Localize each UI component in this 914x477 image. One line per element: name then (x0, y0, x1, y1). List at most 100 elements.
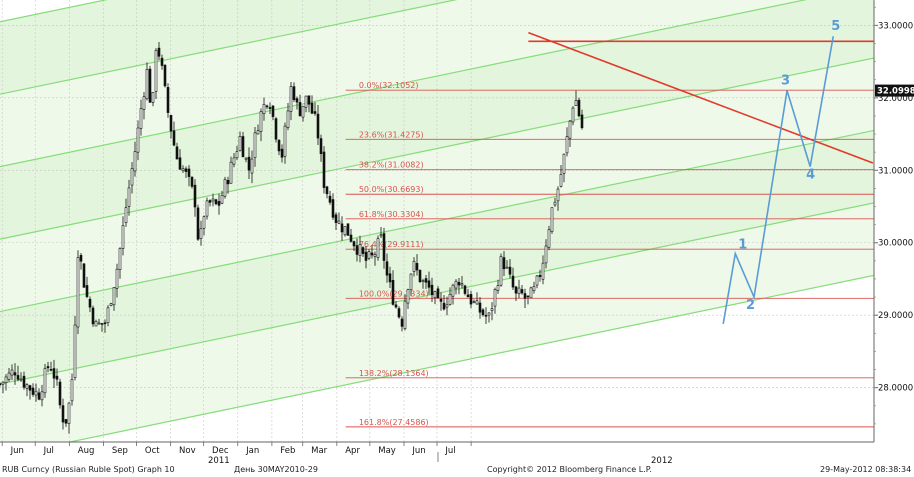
candle-body (319, 138, 323, 155)
candle-body (91, 307, 95, 325)
candle-body (442, 302, 446, 310)
candle-body (562, 153, 566, 174)
candle-body (436, 288, 440, 299)
candle-body (142, 96, 146, 110)
candle-body (463, 285, 467, 294)
price-chart-svg: 0.0%(32.1052) 23.6%(31.4275) 38.2%(31.0082… (0, 0, 914, 466)
candle-body (376, 238, 380, 258)
candle-body (1, 381, 5, 385)
x-tick-label: Jul (444, 446, 455, 456)
candle-body (208, 200, 212, 203)
candle-body (100, 323, 104, 325)
candle-body (394, 304, 398, 308)
candle-body (232, 157, 236, 165)
candle-body (538, 274, 542, 277)
candle-body (277, 139, 281, 152)
candle-body (373, 254, 377, 257)
candle-body (409, 273, 413, 290)
candle-body (235, 151, 239, 159)
candle-body (148, 68, 152, 103)
candle-body (223, 179, 227, 197)
candle-body (313, 111, 317, 114)
candle-body (139, 108, 143, 129)
candle-body (316, 113, 320, 139)
candle-body (451, 284, 455, 297)
wave-label: 5 (831, 19, 840, 34)
candle-body (571, 107, 575, 123)
candle-body (406, 289, 410, 304)
candle-body (67, 402, 71, 424)
candle-body (517, 287, 521, 294)
candle-body (94, 321, 98, 327)
candle-body (355, 245, 359, 255)
candle-body (64, 419, 68, 424)
candle-body (469, 294, 473, 305)
x-tick-label: Feb (280, 446, 295, 456)
candle-body (157, 47, 161, 57)
candle-body (397, 308, 401, 318)
candle-body (37, 392, 41, 400)
candle-body (124, 207, 128, 223)
fib-level-label: 76.4%(29.9111) (359, 240, 424, 249)
candle-body (112, 287, 116, 306)
candle-body (76, 257, 80, 328)
candle-body (334, 214, 338, 223)
candle-body (109, 303, 113, 306)
candle-body (346, 223, 350, 236)
x-tick-label: Mar (311, 446, 328, 456)
candle-body (13, 372, 17, 376)
candle-body (529, 287, 533, 299)
candle-body (10, 369, 14, 376)
candle-body (526, 295, 530, 298)
channel-line (0, 0, 808, 168)
candle-body (352, 241, 356, 247)
candle-body (493, 289, 497, 307)
x-tick-label: Jul (43, 446, 54, 456)
candle-body (283, 125, 287, 157)
candle-body (220, 195, 224, 204)
candle-body (514, 286, 518, 294)
candle-body (79, 255, 83, 262)
candle-body (337, 220, 341, 224)
candle-body (121, 225, 125, 249)
candle-body (88, 298, 92, 308)
candle-body (163, 64, 167, 87)
last-price-tag (875, 84, 914, 97)
x-tick-label: Sep (112, 446, 128, 456)
candle-body (553, 201, 557, 206)
candle-body (550, 207, 554, 232)
candle-body (274, 118, 278, 140)
candle-body (307, 95, 311, 105)
candle-body (16, 375, 20, 380)
candle-body (19, 378, 23, 381)
x-tick-label: Apr (345, 446, 360, 456)
candle-body (292, 86, 296, 100)
last-price-label: 32.0998 (877, 87, 914, 97)
candle-body (448, 293, 452, 305)
candle-body (478, 302, 482, 313)
candle-body (151, 92, 155, 103)
candle-body (565, 136, 569, 154)
timestamp-text: 29-May-2012 08:38:34 (820, 465, 912, 474)
candle-body (265, 105, 269, 108)
candle-body (43, 368, 47, 394)
fib-level-label: 0.0%(32.1052) (359, 81, 419, 90)
candle-body (295, 98, 299, 103)
candle-body (457, 282, 461, 286)
fib-level-label: 61.8%(30.3304) (359, 210, 424, 219)
candle-body (388, 273, 392, 283)
candle-body (439, 298, 443, 302)
candle-body (403, 300, 407, 329)
candle-body (211, 198, 215, 202)
security-title: RUB Curncy (Russian Ruble Spot) Graph 10 (2, 465, 175, 474)
candle-body (70, 379, 74, 402)
candle-body (367, 251, 371, 259)
x-tick-label: Aug (78, 446, 95, 456)
candle-body (340, 223, 344, 233)
y-tick-label: 30.0000 (878, 239, 913, 249)
candle-body (133, 151, 137, 172)
candle-body (415, 263, 419, 271)
candle-body (499, 256, 503, 286)
candle-body (136, 127, 140, 153)
